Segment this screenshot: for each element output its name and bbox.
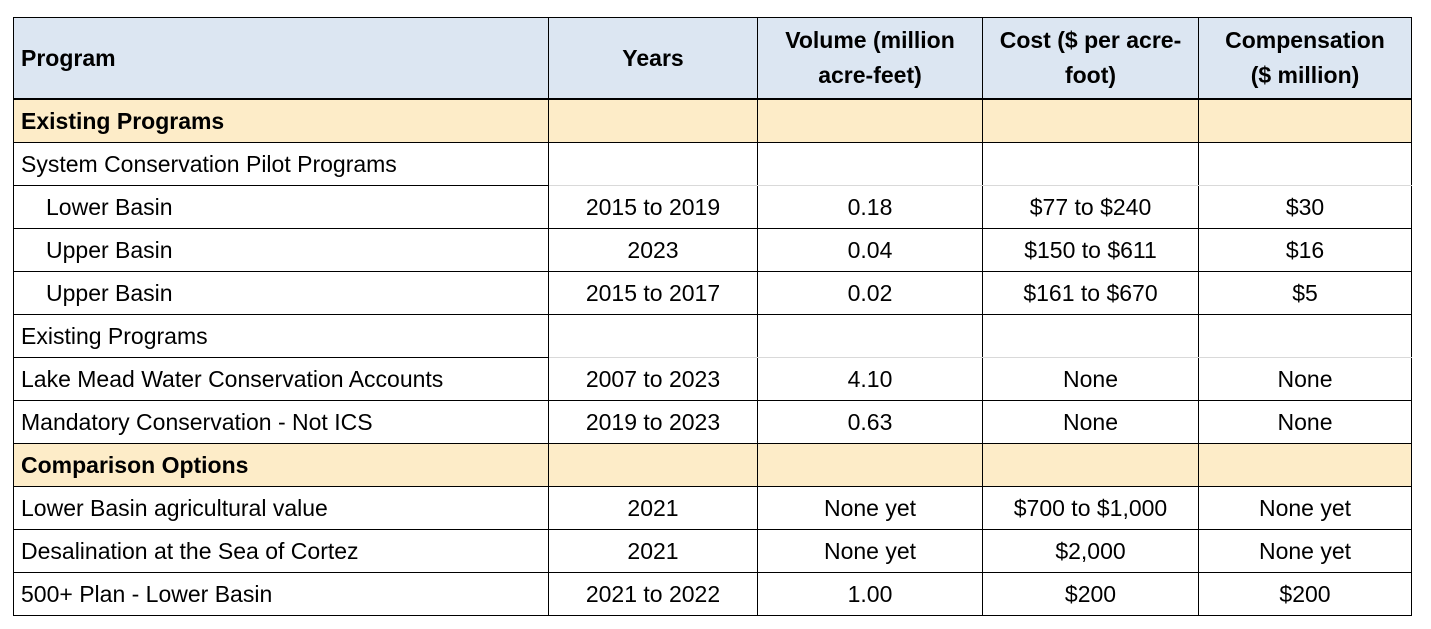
col-header-volume-line1: Volume (million: [785, 27, 955, 53]
cell-compensation: None: [1198, 400, 1412, 444]
empty-cell: [757, 443, 983, 487]
col-header-compensation: Compensation ($ million): [1198, 17, 1412, 100]
cell-compensation: None: [1198, 357, 1412, 401]
table-row: Lower Basin 2015 to 2019 0.18 $77 to $24…: [13, 185, 1412, 229]
conservation-programs-table: Program Years Volume (million acre-feet) …: [13, 17, 1412, 616]
empty-cell: [757, 142, 983, 186]
col-header-volume: Volume (million acre-feet): [757, 17, 983, 100]
cell-compensation: None yet: [1198, 486, 1412, 530]
cell-years: 2021: [548, 486, 758, 530]
cell-years: 2021 to 2022: [548, 572, 758, 616]
cell-volume: 0.63: [757, 400, 983, 444]
cell-years: 2019 to 2023: [548, 400, 758, 444]
cell-volume: 0.04: [757, 228, 983, 272]
col-header-cost-line2: foot): [1064, 62, 1117, 88]
empty-cell: [1198, 98, 1412, 143]
col-header-cost: Cost ($ per acre-foot): [982, 17, 1199, 100]
cell-cost: $77 to $240: [982, 185, 1199, 229]
cell-program: 500+ Plan - Lower Basin: [13, 572, 549, 616]
cell-years: 2023: [548, 228, 758, 272]
table-row: Desalination at the Sea of Cortez 2021 N…: [13, 529, 1412, 573]
empty-cell: [982, 314, 1199, 358]
empty-cell: [548, 142, 758, 186]
cell-years: 2007 to 2023: [548, 357, 758, 401]
col-header-cost-line1: Cost ($ per acre-: [999, 27, 1182, 53]
table-row: Upper Basin 2015 to 2017 0.02 $161 to $6…: [13, 271, 1412, 315]
cell-volume: 0.18: [757, 185, 983, 229]
empty-cell: [1198, 142, 1412, 186]
empty-cell: [1198, 314, 1412, 358]
cell-program: Lower Basin agricultural value: [13, 486, 549, 530]
empty-cell: [757, 98, 983, 143]
cell-volume: 0.02: [757, 271, 983, 315]
empty-cell: [982, 98, 1199, 143]
cell-cost: $150 to $611: [982, 228, 1199, 272]
group-label: Existing Programs: [13, 314, 549, 358]
empty-cell: [982, 142, 1199, 186]
cell-volume: None yet: [757, 486, 983, 530]
cell-years: 2021: [548, 529, 758, 573]
empty-cell: [548, 314, 758, 358]
section-row-comparison: Comparison Options: [13, 443, 1412, 487]
cell-cost: $161 to $670: [982, 271, 1199, 315]
empty-cell: [757, 314, 983, 358]
cell-program: Lake Mead Water Conservation Accounts: [13, 357, 549, 401]
cell-compensation: $16: [1198, 228, 1412, 272]
group-row-system-pilot: System Conservation Pilot Programs: [13, 142, 1412, 186]
cell-program: Mandatory Conservation - Not ICS: [13, 400, 549, 444]
table-row: Lake Mead Water Conservation Accounts 20…: [13, 357, 1412, 401]
table-row: 500+ Plan - Lower Basin 2021 to 2022 1.0…: [13, 572, 1412, 616]
cell-volume: 1.00: [757, 572, 983, 616]
cell-compensation: $200: [1198, 572, 1412, 616]
header-row: Program Years Volume (million acre-feet) …: [13, 17, 1412, 100]
col-header-comp-line2: ($ million): [1250, 62, 1360, 88]
cell-volume: 4.10: [757, 357, 983, 401]
cell-years: 2015 to 2019: [548, 185, 758, 229]
table-row: Upper Basin 2023 0.04 $150 to $611 $16: [13, 228, 1412, 272]
empty-cell: [548, 443, 758, 487]
cell-program: Upper Basin: [13, 228, 549, 272]
cell-years: 2015 to 2017: [548, 271, 758, 315]
col-header-volume-line2: acre-feet): [818, 62, 922, 88]
cell-cost: None: [982, 400, 1199, 444]
cell-program: Desalination at the Sea of Cortez: [13, 529, 549, 573]
cell-cost: $700 to $1,000: [982, 486, 1199, 530]
cell-program: Lower Basin: [13, 185, 549, 229]
col-header-comp-line1: Compensation: [1225, 27, 1385, 53]
col-header-program: Program: [13, 17, 549, 100]
table-row: Lower Basin agricultural value 2021 None…: [13, 486, 1412, 530]
cell-cost: $200: [982, 572, 1199, 616]
cell-program: Upper Basin: [13, 271, 549, 315]
col-header-years: Years: [548, 17, 758, 100]
cell-cost: None: [982, 357, 1199, 401]
empty-cell: [1198, 443, 1412, 487]
cell-volume: None yet: [757, 529, 983, 573]
group-row-existing: Existing Programs: [13, 314, 1412, 358]
cell-cost: $2,000: [982, 529, 1199, 573]
cell-compensation: $5: [1198, 271, 1412, 315]
group-label: System Conservation Pilot Programs: [13, 142, 549, 186]
cell-compensation: None yet: [1198, 529, 1412, 573]
section-label: Existing Programs: [13, 98, 549, 143]
section-label: Comparison Options: [13, 443, 549, 487]
table-row: Mandatory Conservation - Not ICS 2019 to…: [13, 400, 1412, 444]
cell-compensation: $30: [1198, 185, 1412, 229]
section-row-existing: Existing Programs: [13, 98, 1412, 143]
empty-cell: [982, 443, 1199, 487]
empty-cell: [548, 98, 758, 143]
